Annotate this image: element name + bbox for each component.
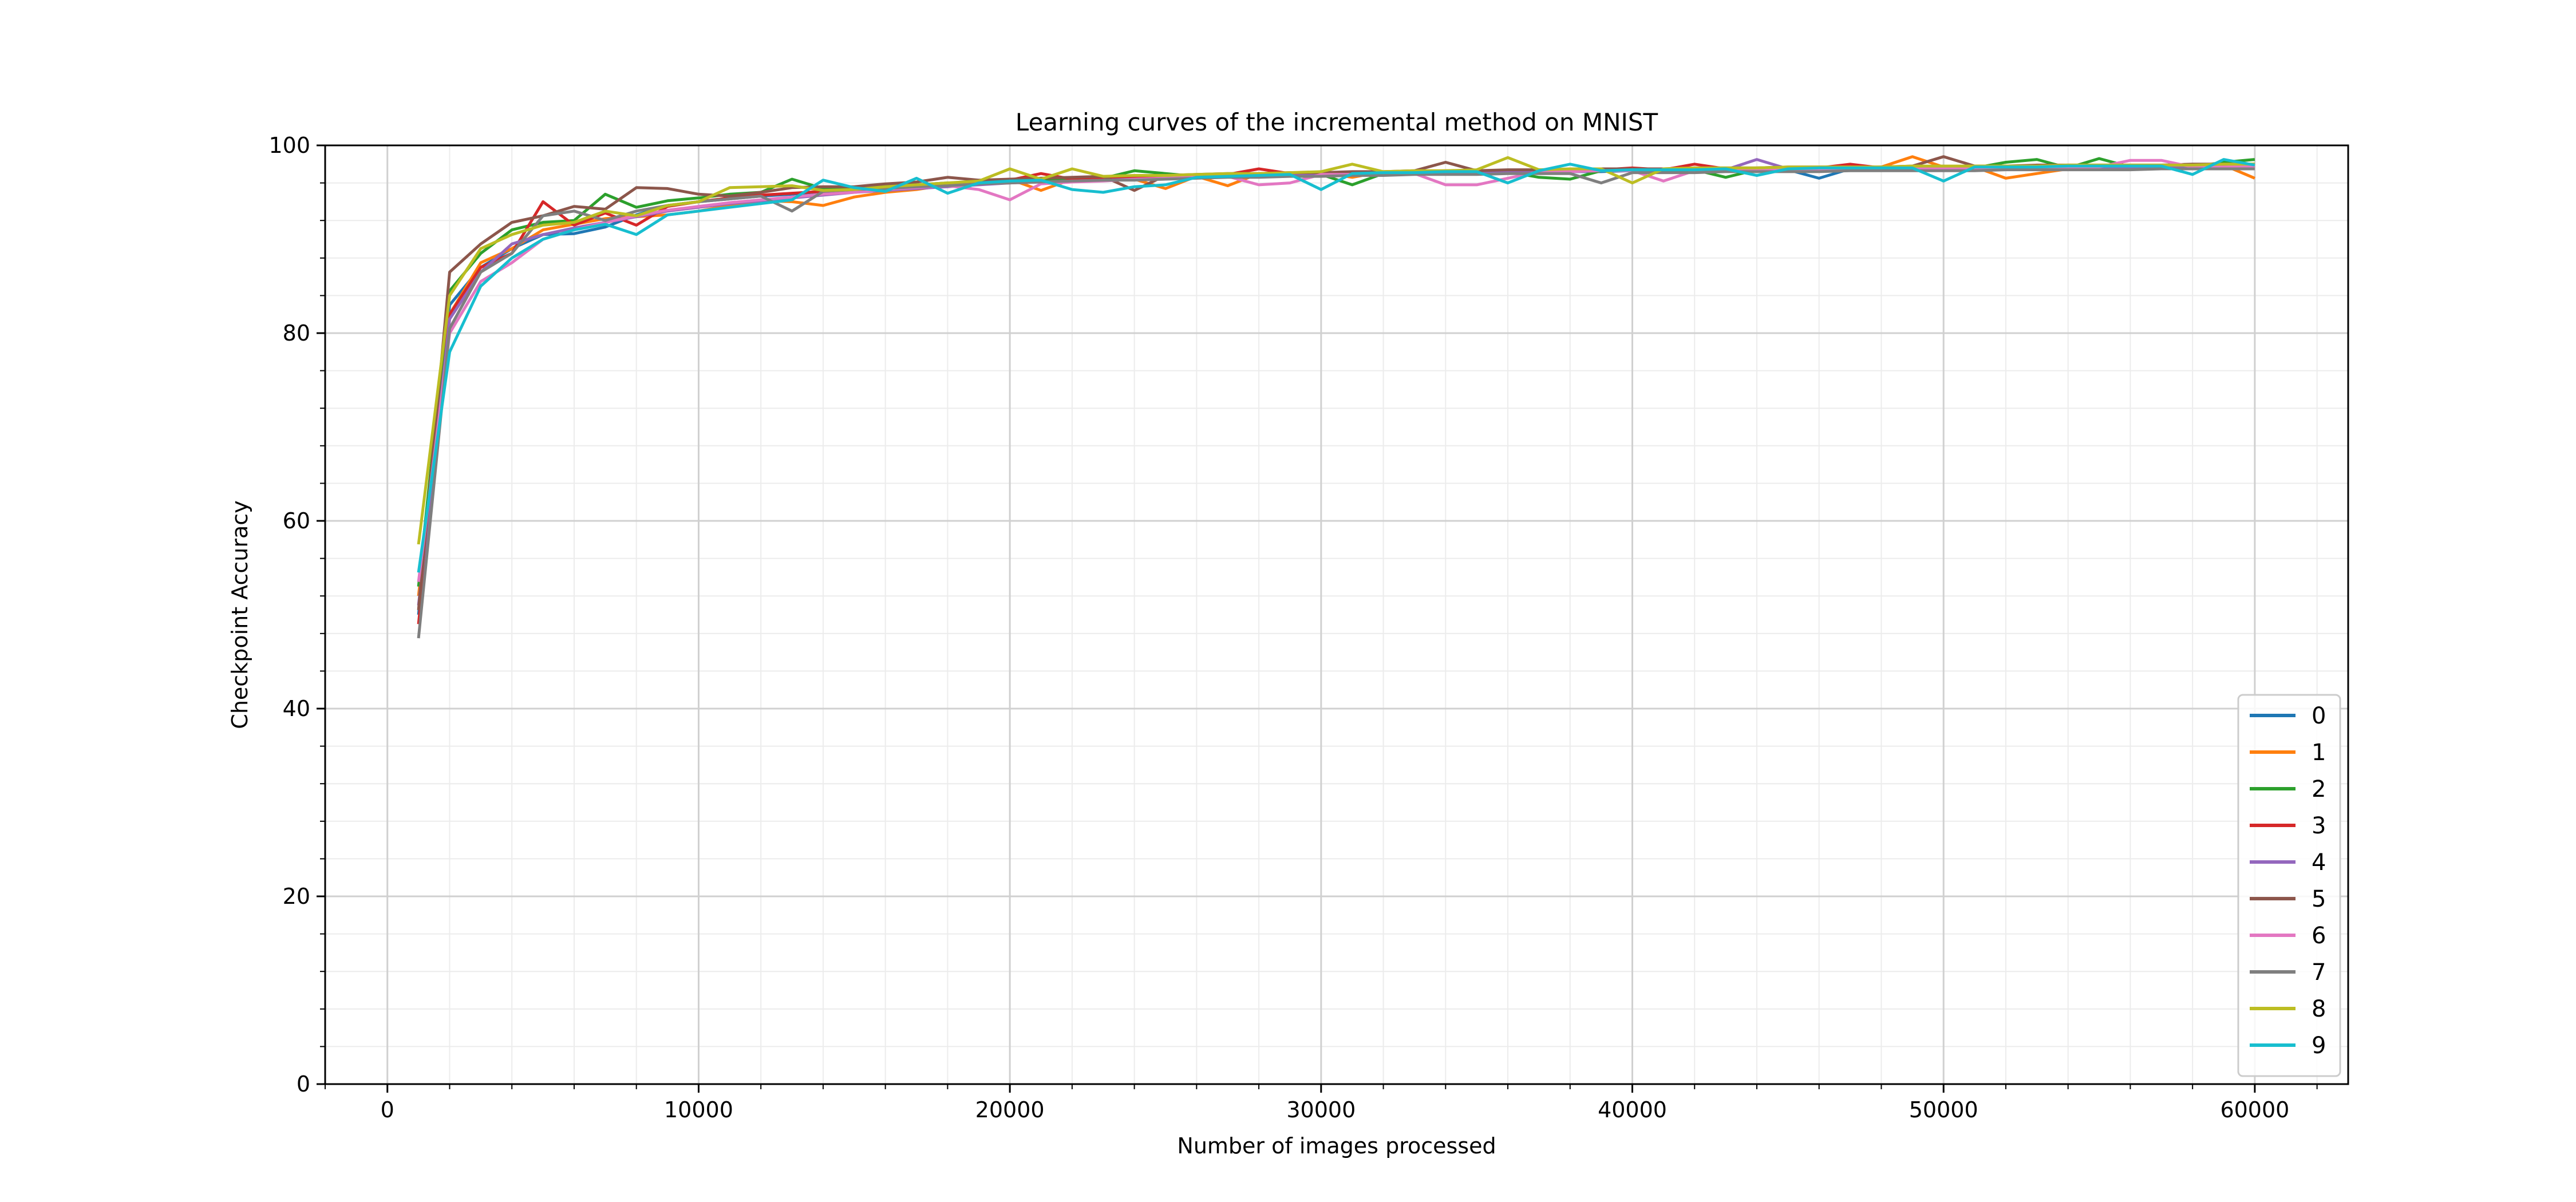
y-tick-label: 80 (283, 321, 310, 346)
x-tick-label: 50000 (1909, 1097, 1978, 1122)
y-tick-label: 40 (283, 696, 310, 721)
legend-label-6: 6 (2312, 923, 2326, 949)
legend-label-7: 7 (2312, 959, 2326, 986)
legend-label-4: 4 (2312, 849, 2326, 876)
x-tick-label: 40000 (1598, 1097, 1667, 1122)
y-tick-label: 0 (297, 1071, 310, 1097)
legend-label-9: 9 (2312, 1033, 2326, 1059)
x-tick-label: 10000 (664, 1097, 733, 1122)
y-tick-label: 60 (283, 508, 310, 533)
minor-grid (325, 145, 2348, 1084)
legend-label-0: 0 (2312, 703, 2326, 729)
x-tick-label: 60000 (2220, 1097, 2289, 1122)
x-tick-label: 0 (381, 1097, 394, 1122)
legend-label-3: 3 (2312, 813, 2326, 839)
plot-area (324, 144, 2349, 1085)
legend-label-2: 2 (2312, 776, 2326, 802)
x-axis-ticks: 0 10000 20000 30000 40000 50000 60000 (325, 1084, 2318, 1122)
x-axis-label: Number of images processed (1177, 1133, 1496, 1158)
chart-title: Learning curves of the incremental metho… (1016, 108, 1658, 136)
legend-label-1: 1 (2312, 740, 2326, 766)
x-tick-label: 30000 (1286, 1097, 1356, 1122)
series-line-8 (417, 156, 2255, 545)
legend-label-8: 8 (2312, 996, 2326, 1022)
legend-label-5: 5 (2312, 886, 2326, 912)
y-tick-label: 100 (268, 133, 310, 158)
legend: 0 1 2 3 4 5 6 7 8 9 (2237, 694, 2341, 1077)
series-lines (417, 155, 2255, 639)
series-line-5 (417, 155, 2255, 611)
y-axis-ticks: 0 20 40 60 80 100 (268, 133, 325, 1097)
plot-frame (324, 144, 2349, 1085)
series-line-9 (417, 158, 2255, 573)
x-tick-label: 20000 (975, 1097, 1045, 1122)
y-tick-label: 20 (283, 884, 310, 909)
series-line-7 (417, 167, 2255, 639)
y-axis-label: Checkpoint Accuracy (227, 500, 252, 729)
